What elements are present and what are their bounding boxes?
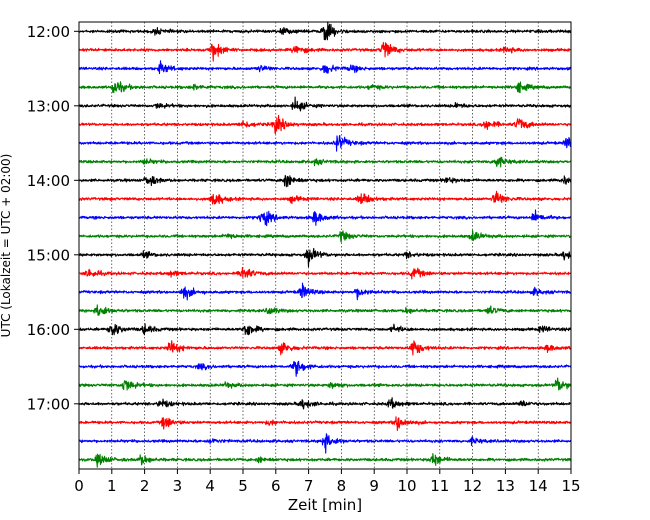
y-tick-label-12:00: 12:00	[27, 23, 70, 41]
x-tick-label-1: 1	[107, 477, 117, 495]
trace-16:30	[78, 360, 572, 377]
x-tick-label-12: 12	[463, 477, 482, 495]
seismogram-traces	[78, 21, 572, 468]
trace-13:00	[78, 96, 572, 112]
trace-14:00	[78, 174, 572, 188]
vertical-grid	[111, 22, 539, 469]
y-tick-label-14:00: 14:00	[27, 172, 70, 190]
trace-16:00	[78, 323, 572, 336]
y-axis-ticks: 12:00 13:00 14:00 15:00 16:00 17:00	[27, 23, 79, 413]
x-tick-label-0: 0	[74, 477, 84, 495]
trace-17:30	[78, 433, 572, 454]
x-tick-label-14: 14	[529, 477, 548, 495]
y-tick-label-16:00: 16:00	[27, 321, 70, 339]
trace-14:15	[78, 190, 572, 205]
x-tick-label-8: 8	[337, 477, 347, 495]
trace-15:15	[78, 266, 572, 280]
trace-15:30	[78, 282, 572, 301]
trace-16:45	[78, 377, 572, 391]
x-tick-label-10: 10	[397, 477, 416, 495]
plot-frame	[78, 21, 572, 470]
x-tick-label-3: 3	[173, 477, 183, 495]
x-axis-ticks: 0 1 2 3 4 5 6 7 8 9 10 11 12 13 14 15	[74, 469, 581, 495]
y-tick-label-15:00: 15:00	[27, 246, 70, 264]
trace-13:15	[78, 114, 572, 134]
trace-17:45	[78, 452, 572, 468]
trace-15:45	[78, 304, 572, 316]
trace-12:15	[78, 41, 572, 62]
trace-14:45	[78, 229, 572, 243]
x-tick-label-7: 7	[304, 477, 314, 495]
trace-12:00	[78, 21, 572, 41]
trace-17:00	[78, 397, 572, 410]
trace-13:45	[78, 156, 572, 168]
trace-16:15	[78, 340, 572, 356]
x-tick-label-15: 15	[561, 477, 580, 495]
trace-13:30	[78, 134, 572, 152]
trace-15:00	[78, 247, 572, 268]
y-tick-label-17:00: 17:00	[27, 395, 70, 413]
x-axis-label: Zeit [min]	[288, 496, 362, 514]
trace-17:15	[78, 416, 572, 432]
y-tick-label-13:00: 13:00	[27, 97, 70, 115]
x-tick-label-9: 9	[369, 477, 379, 495]
trace-12:30	[78, 60, 572, 75]
x-tick-label-4: 4	[205, 477, 215, 495]
y-axis-label: UTC (Lokalzeit = UTC + 02:00)	[0, 154, 13, 338]
x-tick-label-2: 2	[140, 477, 150, 495]
x-tick-label-6: 6	[271, 477, 281, 495]
x-tick-label-11: 11	[430, 477, 449, 495]
trace-12:45	[78, 81, 572, 94]
x-tick-label-13: 13	[496, 477, 515, 495]
trace-14:30	[78, 209, 572, 227]
x-tick-label-5: 5	[238, 477, 248, 495]
